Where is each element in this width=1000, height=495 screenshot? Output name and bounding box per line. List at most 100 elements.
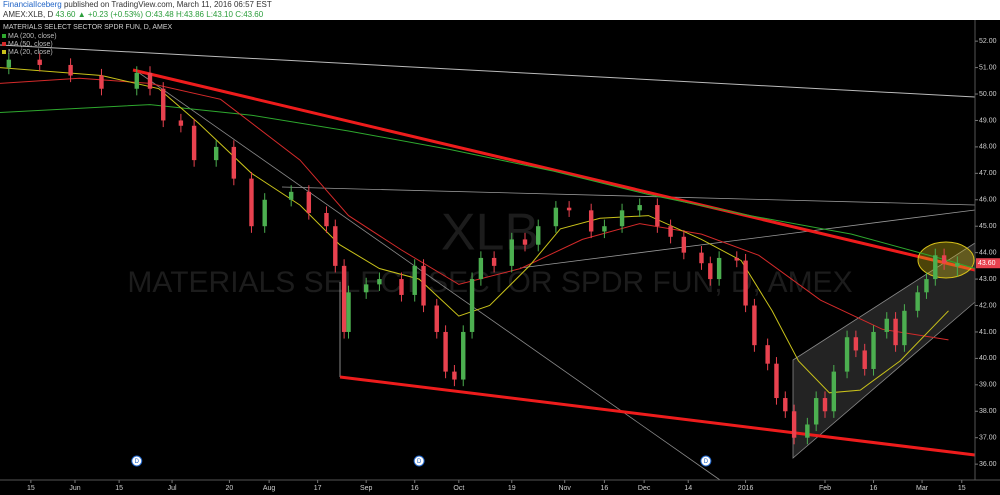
legend-swatch: [2, 34, 6, 38]
y-tick-label: 44.00: [979, 249, 997, 256]
x-tick-label: Jun: [69, 485, 80, 492]
candle-body: [893, 318, 898, 346]
dividend-marker: [700, 455, 712, 467]
candle-body: [333, 226, 338, 266]
y-tick-label: 38.00: [979, 408, 997, 415]
legend-entry: MA (200, close): [8, 33, 57, 40]
candle-body: [147, 72, 153, 89]
candle-body: [602, 226, 607, 232]
dividend-marker: [131, 455, 143, 467]
candle-body: [536, 226, 541, 245]
y-tick-label: 46.00: [979, 197, 997, 204]
published: published on TradingView.com, March 11, …: [64, 0, 272, 9]
candle-body: [774, 363, 779, 399]
candle-body: [178, 120, 184, 126]
candle-body: [231, 146, 237, 179]
moving-average: [0, 104, 976, 269]
candle-body: [902, 310, 907, 346]
candle-body: [377, 279, 382, 285]
candle-body: [421, 265, 426, 306]
y-tick-label: 43.00: [979, 276, 997, 283]
drawings: [0, 44, 976, 481]
y-tick-label: 48.00: [979, 144, 997, 151]
candle-body: [862, 350, 867, 369]
y-tick-label: 42.00: [979, 302, 997, 309]
candle-body: [831, 371, 837, 412]
x-tick-label: 15: [958, 485, 966, 492]
dividend-marker: [413, 455, 425, 467]
candle-body: [346, 292, 351, 332]
candle-body: [588, 210, 594, 232]
candle-body: [249, 178, 254, 227]
candle-body: [99, 75, 104, 89]
x-tick-label: Mar: [916, 485, 929, 492]
trend-line: [0, 44, 976, 98]
candle-body: [783, 398, 788, 412]
plot: [0, 53, 976, 445]
candle-body: [933, 255, 938, 280]
candle-body: [37, 59, 42, 65]
legend-entry: MA (50, close): [8, 41, 53, 48]
legend-swatch: [2, 50, 6, 54]
x-tick-label: 14: [684, 485, 692, 492]
x-tick-label: 2016: [738, 485, 754, 492]
watermark-title: MATERIALS SELECT SECTOR SPDR FUN, D, AME…: [127, 266, 852, 299]
candle-body: [619, 210, 625, 227]
high: H:43.86: [176, 10, 205, 19]
last-price-label: 43.60: [978, 260, 996, 267]
candle-body: [955, 263, 960, 267]
trend-line: [519, 209, 976, 269]
candle-body: [668, 226, 673, 237]
candle-body: [915, 292, 920, 311]
open: O:43.48: [145, 10, 174, 19]
x-tick-label: Sep: [360, 485, 373, 492]
resistance-line: [132, 68, 976, 272]
candle-body: [6, 59, 12, 68]
candle-body: [522, 239, 528, 245]
candle-body: [191, 125, 197, 161]
candle-body: [791, 411, 797, 438]
candle-body: [813, 398, 819, 425]
candle-body: [213, 146, 219, 161]
dividend-label: D: [417, 459, 422, 465]
candle-body: [461, 331, 466, 380]
author: FinancialIceberg published on TradingVie…: [3, 0, 272, 9]
legend-entry: MA (20, close): [8, 49, 53, 56]
candle-body: [637, 205, 642, 211]
y-tick-label: 37.00: [979, 435, 997, 442]
candle-body: [306, 191, 312, 213]
candle-body: [434, 305, 439, 332]
y-tick-label: 45.00: [979, 223, 997, 230]
candle-body: [884, 318, 889, 332]
price-axis: [975, 20, 1000, 480]
candle-body: [853, 337, 859, 351]
candle-body: [452, 371, 457, 380]
candle-body: [68, 64, 73, 76]
x-tick-label: 15: [27, 485, 35, 492]
y-tick-label: 52.00: [979, 38, 997, 45]
dividend-label: D: [704, 459, 709, 465]
price: 43.60: [55, 10, 76, 19]
last-price-box: [976, 258, 1000, 269]
candle-body: [412, 265, 417, 295]
candle-body: [716, 257, 722, 280]
candle-body: [262, 199, 267, 227]
y-tick-label: 40.00: [979, 355, 997, 362]
support-line: [339, 375, 976, 457]
candle-body: [491, 257, 497, 266]
y-tick-label: 39.00: [979, 382, 997, 389]
x-tick-label: 17: [314, 485, 322, 492]
candle-body: [871, 331, 876, 369]
legend: MA (200, close)MA (50, close)MA (20, clo…: [2, 33, 57, 56]
candle-body: [805, 424, 810, 438]
candle-body: [566, 207, 572, 211]
candle-body: [708, 263, 713, 280]
candle-body: [161, 88, 166, 121]
candle-body: [743, 260, 748, 306]
candle-body: [399, 279, 404, 295]
legend-swatch: [2, 42, 6, 46]
dividend-label: D: [135, 459, 140, 465]
x-tick-label: 16: [411, 485, 419, 492]
chart-title: MATERIALS SELECT SECTOR SPDR FUN, D, AME…: [3, 24, 173, 31]
